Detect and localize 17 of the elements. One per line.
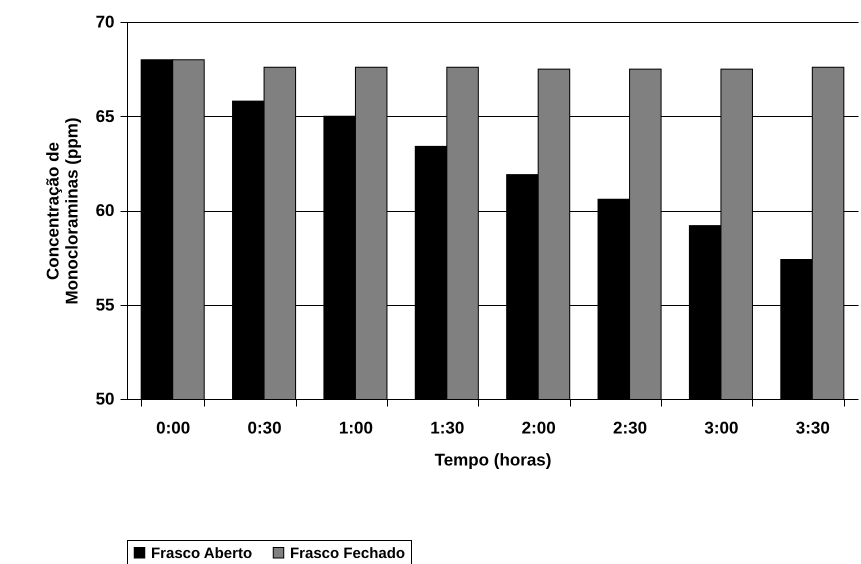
x-tick-label: 2:30 — [613, 418, 648, 438]
y-tick-label: 50 — [96, 390, 114, 408]
x-tick-label: 1:00 — [338, 418, 373, 438]
x-tick-label: 0:00 — [156, 418, 190, 438]
y-tick-label: 60 — [96, 201, 114, 220]
x-tick-label: 2:00 — [522, 418, 556, 438]
x-tick-label: 1:30 — [430, 418, 464, 438]
x-tick-label: 0:30 — [248, 418, 282, 438]
legend-label: Frasco Aberto — [151, 544, 252, 562]
x-tick-label: 3:30 — [796, 418, 830, 438]
y-tick-label: 65 — [96, 106, 114, 126]
x-tick-label: 3:00 — [704, 418, 738, 438]
y-tick-label: 55 — [96, 295, 114, 314]
x-axis-title: Tempo (horas) — [434, 450, 552, 470]
y-axis-title: Concentração de Monocloraminas (ppm) — [44, 117, 82, 305]
legend-label: Frasco Fechado — [290, 544, 406, 562]
y-tick-label: 70 — [96, 12, 114, 32]
